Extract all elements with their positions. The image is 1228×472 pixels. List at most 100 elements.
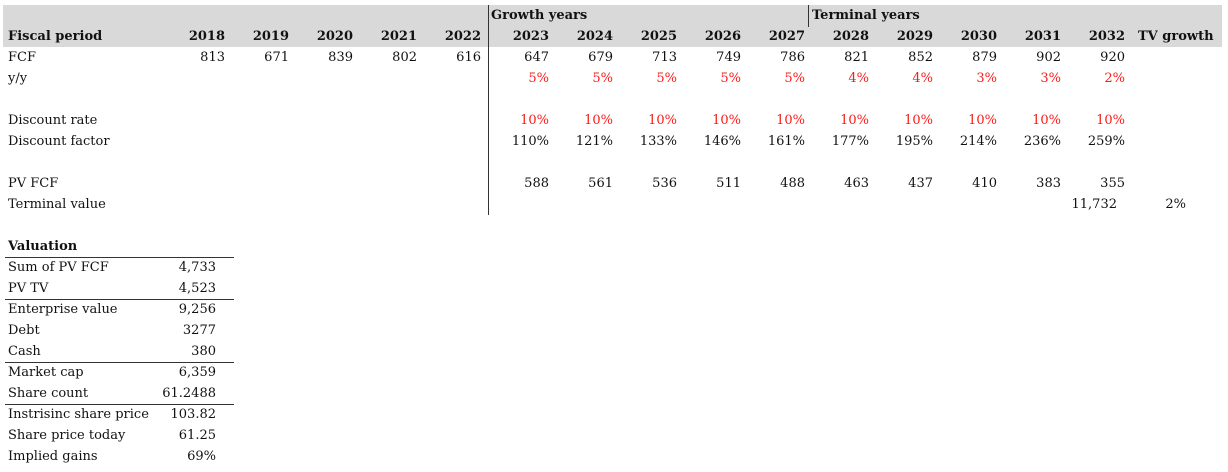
year-header-2023: 2023 bbox=[512, 29, 549, 44]
valuation-label: PV TV bbox=[8, 281, 49, 296]
fcf-cell-2025: 713 bbox=[652, 50, 677, 65]
yy-cell-2024: 5% bbox=[592, 71, 613, 86]
yy-cell-2026: 5% bbox=[720, 71, 741, 86]
discount-rate-cell-2030: 10% bbox=[968, 113, 997, 128]
pv-fcf-cell-2026: 511 bbox=[716, 176, 741, 191]
valuation-label: Share count bbox=[8, 386, 89, 401]
pv-fcf-cell-2028: 463 bbox=[844, 176, 869, 191]
discount-factor-cell-2027: 161% bbox=[767, 134, 805, 149]
valuation-rule-price bbox=[5, 404, 234, 405]
fcf-cell-2022: 616 bbox=[456, 50, 481, 65]
valuation-value: 69% bbox=[187, 449, 216, 464]
pv-fcf-cell-2024: 561 bbox=[588, 176, 613, 191]
fcf-label: FCF bbox=[8, 50, 36, 65]
yy-cell-2022 bbox=[421, 69, 481, 89]
year-header-2024: 2024 bbox=[576, 29, 613, 44]
discount-rate-cell-2022 bbox=[421, 111, 481, 131]
discount-rate-label: Discount rate bbox=[8, 113, 98, 128]
fcf-cell-2019: 671 bbox=[264, 50, 289, 65]
yy-cell-2027: 5% bbox=[784, 71, 805, 86]
year-header-2029: 2029 bbox=[896, 29, 933, 44]
pv-fcf-cell-2023: 588 bbox=[524, 176, 549, 191]
discount-factor-label: Discount factor bbox=[8, 134, 110, 149]
yy-cell-2021 bbox=[357, 69, 417, 89]
valuation-value: 61.2488 bbox=[162, 386, 216, 401]
pv-fcf-cell-2029: 437 bbox=[908, 176, 933, 191]
discount-rate-cell-2029: 10% bbox=[904, 113, 933, 128]
yy-cell-2032: 2% bbox=[1104, 71, 1125, 86]
discount-rate-cell-2032: 10% bbox=[1096, 113, 1125, 128]
growth-years-label: Growth years bbox=[491, 8, 588, 23]
valuation-label: Share price today bbox=[8, 428, 126, 443]
pv-fcf-cell-2019 bbox=[229, 174, 289, 194]
discount-factor-cell-2019 bbox=[229, 132, 289, 152]
fcf-cell-2029: 852 bbox=[908, 50, 933, 65]
discount-rate-cell-2027: 10% bbox=[776, 113, 805, 128]
valuation-value: 6,359 bbox=[178, 365, 216, 380]
yy-cell-2020 bbox=[293, 69, 353, 89]
discount-factor-cell-2031: 236% bbox=[1023, 134, 1061, 149]
discount-rate-cell-2021 bbox=[357, 111, 417, 131]
valuation-value: 3277 bbox=[182, 323, 216, 338]
yy-cell-2031: 3% bbox=[1040, 71, 1061, 86]
fcf-cell-2030: 879 bbox=[972, 50, 997, 65]
fcf-cell-2031: 902 bbox=[1036, 50, 1061, 65]
terminal-years-label: Terminal years bbox=[812, 8, 920, 23]
yy-cell-2018 bbox=[165, 69, 225, 89]
fcf-cell-2018: 813 bbox=[200, 50, 225, 65]
year-header-2020: 2020 bbox=[316, 29, 353, 44]
discount-rate-cell-2019 bbox=[229, 111, 289, 131]
header-band bbox=[3, 5, 1222, 47]
pv-fcf-cell-2031: 383 bbox=[1036, 176, 1061, 191]
valuation-label: Instrisinc share price bbox=[8, 407, 149, 422]
year-header-2027: 2027 bbox=[768, 29, 805, 44]
discount-rate-cell-2023: 10% bbox=[520, 113, 549, 128]
pv-fcf-cell-2030: 410 bbox=[972, 176, 997, 191]
discount-factor-cell-2030: 214% bbox=[959, 134, 997, 149]
discount-rate-cell-2026: 10% bbox=[712, 113, 741, 128]
fcf-cell-2021: 802 bbox=[392, 50, 417, 65]
discount-factor-cell-2020 bbox=[293, 132, 353, 152]
discount-rate-cell-2020 bbox=[293, 111, 353, 131]
pv-fcf-cell-2021 bbox=[357, 174, 417, 194]
discount-factor-cell-2025: 133% bbox=[639, 134, 677, 149]
tv-growth-value: 2% bbox=[1165, 197, 1186, 212]
yy-cell-2019 bbox=[229, 69, 289, 89]
valuation-label: Enterprise value bbox=[8, 302, 118, 317]
terminal-years-divider bbox=[808, 5, 809, 27]
pv-fcf-cell-2022 bbox=[421, 174, 481, 194]
pv-fcf-cell-2025: 536 bbox=[652, 176, 677, 191]
valuation-value: 4,523 bbox=[178, 281, 216, 296]
discount-factor-cell-2022 bbox=[421, 132, 481, 152]
yy-cell-2025: 5% bbox=[656, 71, 677, 86]
growth-years-divider bbox=[488, 5, 489, 215]
fcf-cell-2027: 786 bbox=[780, 50, 805, 65]
year-header-2028: 2028 bbox=[832, 29, 869, 44]
discount-rate-cell-2031: 10% bbox=[1032, 113, 1061, 128]
discount-rate-cell-2024: 10% bbox=[584, 113, 613, 128]
valuation-label: Market cap bbox=[8, 365, 84, 380]
valuation-value: 9,256 bbox=[178, 302, 216, 317]
valuation-rule-mcap bbox=[5, 362, 234, 363]
discount-factor-cell-2032: 259% bbox=[1087, 134, 1125, 149]
fcf-cell-2024: 679 bbox=[588, 50, 613, 65]
year-header-2022: 2022 bbox=[444, 29, 481, 44]
valuation-label: Debt bbox=[8, 323, 40, 338]
yy-cell-2028: 4% bbox=[848, 71, 869, 86]
year-header-2031: 2031 bbox=[1024, 29, 1061, 44]
valuation-value: 4,733 bbox=[178, 260, 216, 275]
discount-factor-cell-2021 bbox=[357, 132, 417, 152]
tv-growth-header: TV growth bbox=[1138, 29, 1214, 44]
fcf-cell-2026: 749 bbox=[716, 50, 741, 65]
fiscal-period-label: Fiscal period bbox=[8, 29, 103, 44]
valuation-label: Sum of PV FCF bbox=[8, 260, 109, 275]
terminal-value-label: Terminal value bbox=[8, 197, 106, 212]
pv-fcf-cell-2027: 488 bbox=[780, 176, 805, 191]
terminal-value-cell: 11,732 bbox=[1071, 197, 1118, 212]
valuation-title: Valuation bbox=[8, 239, 78, 254]
fcf-cell-2028: 821 bbox=[844, 50, 869, 65]
discount-factor-cell-2018 bbox=[165, 132, 225, 152]
discount-factor-cell-2026: 146% bbox=[703, 134, 741, 149]
year-header-2025: 2025 bbox=[640, 29, 677, 44]
year-header-2030: 2030 bbox=[960, 29, 997, 44]
